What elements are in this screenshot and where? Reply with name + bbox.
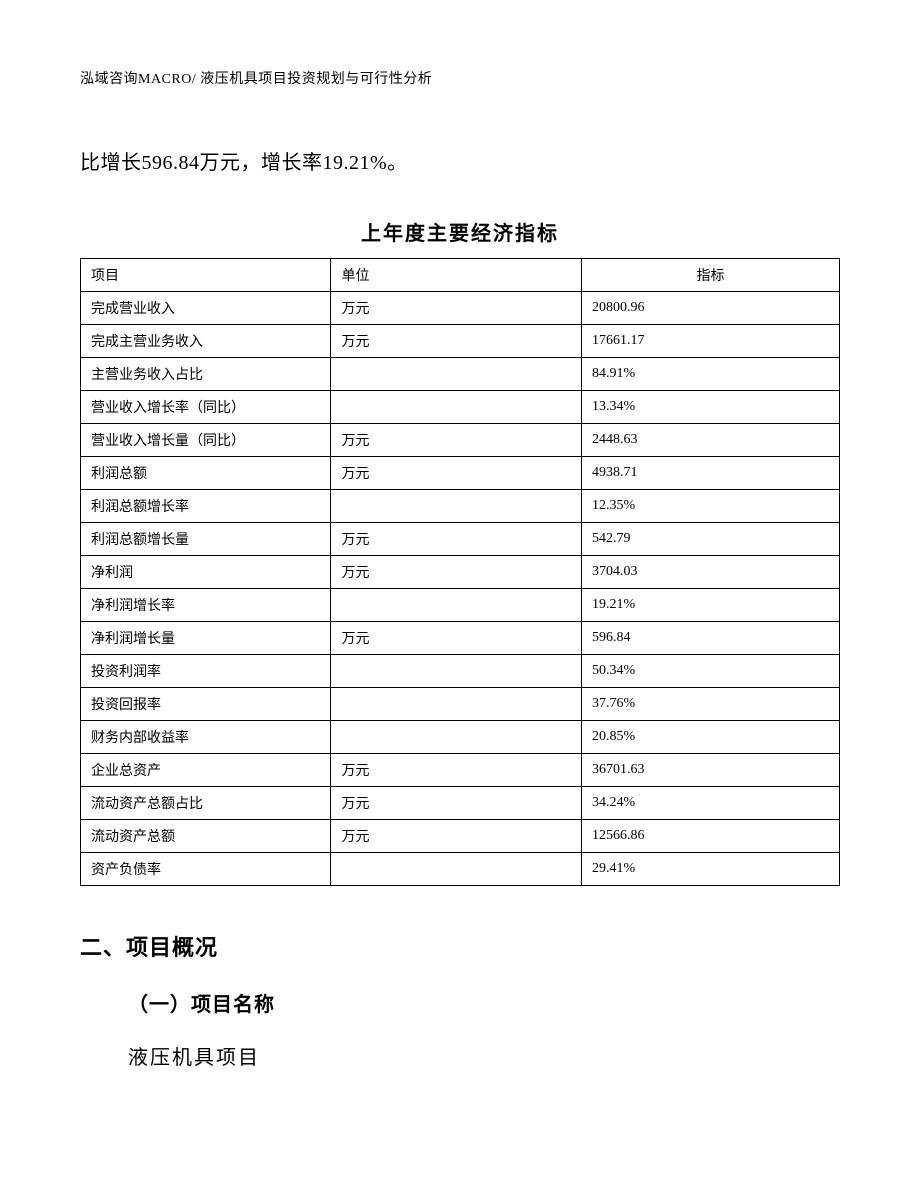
cell-unit: 万元 [331,556,581,589]
cell-unit: 万元 [331,325,581,358]
document-page: 泓域咨询MACRO/ 液压机具项目投资规划与可行性分析 比增长596.84万元，… [0,0,920,1070]
cell-item: 营业收入增长率（同比） [81,391,331,424]
cell-unit: 万元 [331,424,581,457]
cell-indicator: 19.21% [581,589,839,622]
table-row: 营业收入增长量（同比） 万元 2448.63 [81,424,840,457]
cell-indicator: 36701.63 [581,754,839,787]
cell-unit [331,490,581,523]
col-header-indicator: 指标 [581,259,839,292]
cell-indicator: 542.79 [581,523,839,556]
sub-heading: （一）项目名称 [128,988,840,1017]
col-header-unit: 单位 [331,259,581,292]
table-row: 企业总资产 万元 36701.63 [81,754,840,787]
cell-item: 投资回报率 [81,688,331,721]
cell-item: 财务内部收益率 [81,721,331,754]
cell-unit [331,655,581,688]
table-row: 流动资产总额占比 万元 34.24% [81,787,840,820]
economic-indicators-table: 项目 单位 指标 完成营业收入 万元 20800.96 完成主营业务收入 万元 … [80,258,840,886]
cell-item: 营业收入增长量（同比） [81,424,331,457]
cell-indicator: 596.84 [581,622,839,655]
cell-indicator: 12.35% [581,490,839,523]
col-header-item: 项目 [81,259,331,292]
cell-unit [331,688,581,721]
table-row: 主营业务收入占比 84.91% [81,358,840,391]
cell-item: 完成主营业务收入 [81,325,331,358]
cell-unit [331,853,581,886]
table-row: 净利润增长率 19.21% [81,589,840,622]
table-row: 完成营业收入 万元 20800.96 [81,292,840,325]
table-title: 上年度主要经济指标 [80,217,840,246]
table-row: 资产负债率 29.41% [81,853,840,886]
section-heading: 二、项目概况 [80,930,840,962]
cell-unit [331,391,581,424]
cell-unit [331,358,581,391]
cell-indicator: 84.91% [581,358,839,391]
cell-indicator: 37.76% [581,688,839,721]
table-row: 利润总额 万元 4938.71 [81,457,840,490]
cell-indicator: 50.34% [581,655,839,688]
cell-unit: 万元 [331,754,581,787]
cell-item: 完成营业收入 [81,292,331,325]
cell-indicator: 4938.71 [581,457,839,490]
cell-item: 净利润增长率 [81,589,331,622]
cell-indicator: 29.41% [581,853,839,886]
cell-item: 资产负债率 [81,853,331,886]
page-header: 泓域咨询MACRO/ 液压机具项目投资规划与可行性分析 [80,68,840,88]
cell-indicator: 2448.63 [581,424,839,457]
cell-indicator: 20800.96 [581,292,839,325]
cell-unit: 万元 [331,787,581,820]
table-row: 营业收入增长率（同比） 13.34% [81,391,840,424]
table-header-row: 项目 单位 指标 [81,259,840,292]
cell-item: 利润总额 [81,457,331,490]
cell-item: 利润总额增长量 [81,523,331,556]
table-body: 完成营业收入 万元 20800.96 完成主营业务收入 万元 17661.17 … [81,292,840,886]
table-row: 投资利润率 50.34% [81,655,840,688]
table-row: 完成主营业务收入 万元 17661.17 [81,325,840,358]
intro-paragraph: 比增长596.84万元，增长率19.21%。 [80,146,840,175]
content-text: 液压机具项目 [128,1041,840,1070]
cell-unit: 万元 [331,292,581,325]
cell-item: 净利润 [81,556,331,589]
cell-indicator: 3704.03 [581,556,839,589]
table-row: 利润总额增长率 12.35% [81,490,840,523]
table-row: 投资回报率 37.76% [81,688,840,721]
cell-indicator: 20.85% [581,721,839,754]
cell-item: 净利润增长量 [81,622,331,655]
cell-indicator: 12566.86 [581,820,839,853]
cell-unit: 万元 [331,622,581,655]
cell-item: 利润总额增长率 [81,490,331,523]
cell-item: 投资利润率 [81,655,331,688]
cell-item: 流动资产总额 [81,820,331,853]
table-row: 利润总额增长量 万元 542.79 [81,523,840,556]
cell-unit [331,589,581,622]
table-row: 净利润 万元 3704.03 [81,556,840,589]
cell-unit: 万元 [331,457,581,490]
cell-indicator: 13.34% [581,391,839,424]
table-row: 流动资产总额 万元 12566.86 [81,820,840,853]
cell-item: 流动资产总额占比 [81,787,331,820]
table-row: 净利润增长量 万元 596.84 [81,622,840,655]
cell-unit: 万元 [331,820,581,853]
cell-indicator: 34.24% [581,787,839,820]
cell-indicator: 17661.17 [581,325,839,358]
cell-unit: 万元 [331,523,581,556]
table-row: 财务内部收益率 20.85% [81,721,840,754]
cell-unit [331,721,581,754]
cell-item: 主营业务收入占比 [81,358,331,391]
cell-item: 企业总资产 [81,754,331,787]
